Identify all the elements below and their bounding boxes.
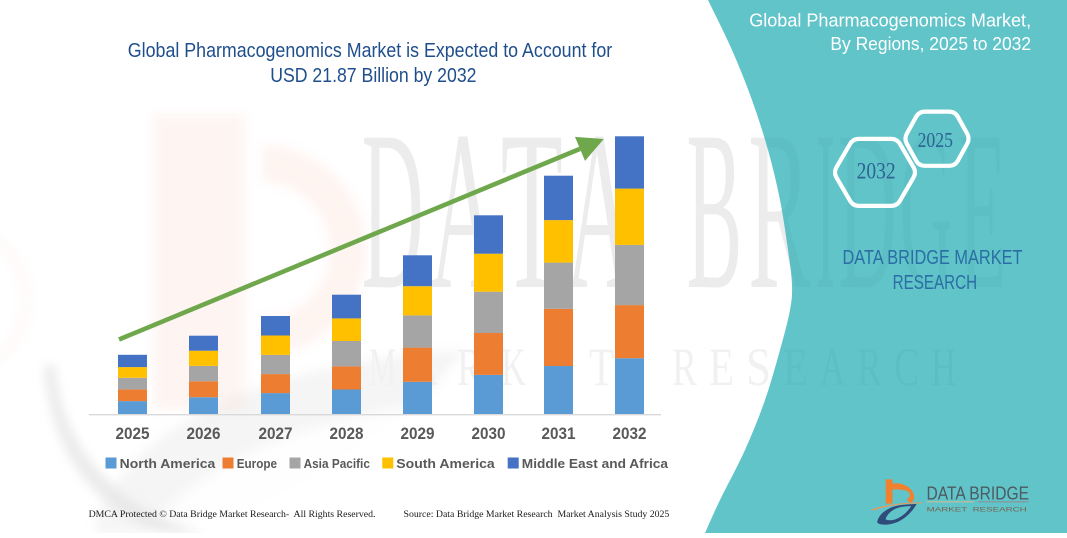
svg-text:RESEARCH: RESEARCH [893,272,978,294]
svg-text:B: B [686,85,742,337]
svg-text:Europe: Europe [237,456,277,471]
svg-text:2031: 2031 [542,424,576,443]
svg-text:DMCA Protected © Data Bridge M: DMCA Protected © Data Bridge Market Rese… [89,509,376,520]
svg-text:M: M [369,337,396,397]
svg-text:2032: 2032 [857,159,896,184]
svg-text:2026: 2026 [187,424,221,443]
svg-text:A: A [820,337,845,397]
svg-text:H: H [931,337,956,397]
svg-text:C: C [894,337,919,397]
svg-text:E: E [783,337,808,397]
svg-text:D: D [838,85,897,337]
svg-text:DATA BRIDGE: DATA BRIDGE [927,483,1030,504]
svg-text:2027: 2027 [259,424,293,443]
svg-text:Global Pharmacogenomics Market: Global Pharmacogenomics Market, [749,10,1031,30]
svg-text:G: G [900,85,953,337]
svg-text:E: E [709,337,734,397]
svg-text:North America: North America [120,456,216,471]
svg-text:2032: 2032 [613,424,647,443]
svg-text:2029: 2029 [401,424,435,443]
svg-text:2025: 2025 [116,424,150,443]
svg-text:T: T [589,337,614,397]
svg-text:Asia Pacific: Asia Pacific [304,456,370,471]
svg-text:Source: Data Bridge Market Res: Source: Data Bridge Market Research Mark… [404,509,670,520]
svg-text:2030: 2030 [472,424,506,443]
svg-text:K: K [501,337,526,397]
svg-text:I: I [816,85,835,337]
svg-text:By Regions, 2025 to 2032: By Regions, 2025 to 2032 [830,34,1031,54]
svg-text:R: R [672,337,697,397]
svg-text:E: E [959,85,1007,337]
svg-text:2028: 2028 [330,424,364,443]
svg-text:USD 21.87 Billion by 2032: USD 21.87 Billion by 2032 [270,64,476,87]
svg-text:Middle East and Africa: Middle East and Africa [522,456,669,471]
svg-text:DATA BRIDGE MARKET: DATA BRIDGE MARKET [843,247,1023,269]
svg-text:2025: 2025 [918,128,953,152]
svg-text:Global Pharmacogenomics Market: Global Pharmacogenomics Market is Expect… [128,39,613,62]
svg-text:MARKET RESEARCH: MARKET RESEARCH [927,507,1028,514]
svg-text:R: R [857,337,882,397]
svg-text:South America: South America [396,456,495,471]
svg-text:S: S [746,337,771,397]
